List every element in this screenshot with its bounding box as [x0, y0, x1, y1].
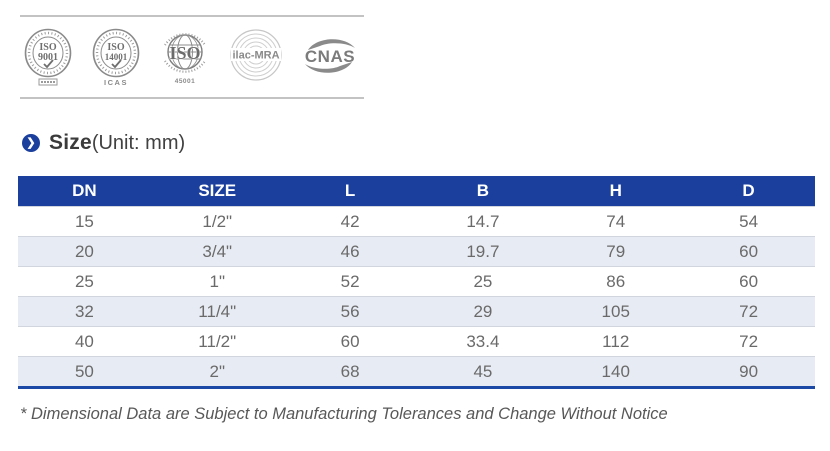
cell: 19.7 — [416, 236, 550, 267]
section-unit-label: (Unit: mm) — [91, 131, 186, 154]
dimension-disclaimer: * Dimensional Data are Subject to Manufa… — [20, 405, 668, 423]
strip-divider-top — [20, 15, 364, 17]
iso-9001-text: ISO — [39, 42, 56, 53]
size-table-header: DN SIZE L B H D — [18, 176, 815, 207]
cell: 15 — [18, 206, 151, 237]
cell: 79 — [549, 236, 683, 267]
45001-text: 45001 — [175, 78, 196, 85]
cell: 86 — [549, 266, 683, 297]
cell: 60 — [283, 326, 417, 357]
table-row: 15 1/2" 42 14.7 74 54 — [18, 206, 815, 237]
cell: 140 — [549, 356, 683, 388]
table-row: 20 3/4" 46 19.7 79 60 — [18, 236, 815, 267]
svg-text:9001: 9001 — [38, 52, 58, 63]
cell: 90 — [682, 356, 815, 388]
header-cell-d: D — [682, 176, 815, 207]
iso-9001-badge-icon: ISO 9001 — [22, 27, 74, 87]
table-row: 32 11/4" 56 29 105 72 — [18, 296, 815, 327]
iso-45001-badge-icon: ISO 45001 — [157, 27, 213, 87]
certification-badges: ISO 9001 ISO 14001 ICAS — [22, 27, 362, 87]
cell: 72 — [682, 326, 815, 357]
table-row: 25 1" 52 25 86 60 — [18, 266, 815, 297]
cell: 72 — [682, 296, 815, 327]
cell: 46 — [283, 236, 417, 267]
svg-text:ISO: ISO — [107, 42, 124, 53]
cell: 1" — [150, 266, 284, 297]
cell: 11/4" — [150, 296, 284, 327]
cnas-badge-icon: CNAS — [298, 33, 362, 81]
cell: 11/2" — [150, 326, 284, 357]
cell: 1/2" — [150, 206, 284, 237]
checkmark-icon — [110, 59, 122, 69]
size-table: DN SIZE L B H D 15 1/2" 42 14.7 74 54 20 3/4" 46 19.7 7… — [18, 176, 815, 389]
header-cell-b: B — [416, 176, 550, 207]
header-cell-dn: DN — [18, 176, 151, 207]
registrar-mark-icon — [38, 78, 58, 86]
header-row: DN SIZE L B H D — [18, 176, 815, 207]
cnas-text: CNAS — [305, 47, 355, 66]
cell: 2" — [150, 356, 284, 388]
table-row: 50 2" 68 45 140 90 — [18, 356, 815, 388]
checkmark-icon — [43, 59, 54, 69]
iso-14001-badge-icon: ISO 14001 ICAS — [90, 27, 142, 87]
cell: 33.4 — [416, 326, 550, 357]
ilac-mra-text: ilac-MRA — [232, 50, 279, 62]
cell: 45 — [416, 356, 550, 388]
table-row: 40 11/2" 60 33.4 112 72 — [18, 326, 815, 357]
cell: 74 — [549, 206, 683, 237]
header-cell-size: SIZE — [150, 176, 284, 207]
cell: 52 — [283, 266, 417, 297]
cell: 25 — [18, 266, 151, 297]
cell: 56 — [283, 296, 417, 327]
size-table-body: 15 1/2" 42 14.7 74 54 20 3/4" 46 19.7 79 60 25 1" 52 25… — [18, 206, 815, 388]
header-cell-h: H — [549, 176, 683, 207]
cell: 3/4" — [150, 236, 284, 267]
cell: 60 — [682, 266, 815, 297]
cell: 54 — [682, 206, 815, 237]
header-cell-l: L — [283, 176, 417, 207]
chevron-right-circle-icon: ❯ — [22, 134, 40, 152]
strip-divider-bottom — [20, 97, 364, 99]
cell: 20 — [18, 236, 151, 267]
cell: 50 — [18, 356, 151, 388]
cell: 40 — [18, 326, 151, 357]
size-section-header: ❯ Size (Unit: mm) — [22, 131, 185, 155]
icas-text: ICAS — [104, 78, 128, 87]
cell: 14.7 — [416, 206, 550, 237]
cell: 42 — [283, 206, 417, 237]
cell: 68 — [283, 356, 417, 388]
cell: 105 — [549, 296, 683, 327]
cell: 29 — [416, 296, 550, 327]
ilac-mra-badge-icon: ilac-MRA — [229, 27, 283, 87]
section-title: Size — [49, 131, 92, 154]
cell: 60 — [682, 236, 815, 267]
svg-text:14001: 14001 — [104, 52, 127, 62]
cell: 32 — [18, 296, 151, 327]
cell: 112 — [549, 326, 683, 357]
cell: 25 — [416, 266, 550, 297]
iso-bold-text: ISO — [169, 43, 200, 63]
